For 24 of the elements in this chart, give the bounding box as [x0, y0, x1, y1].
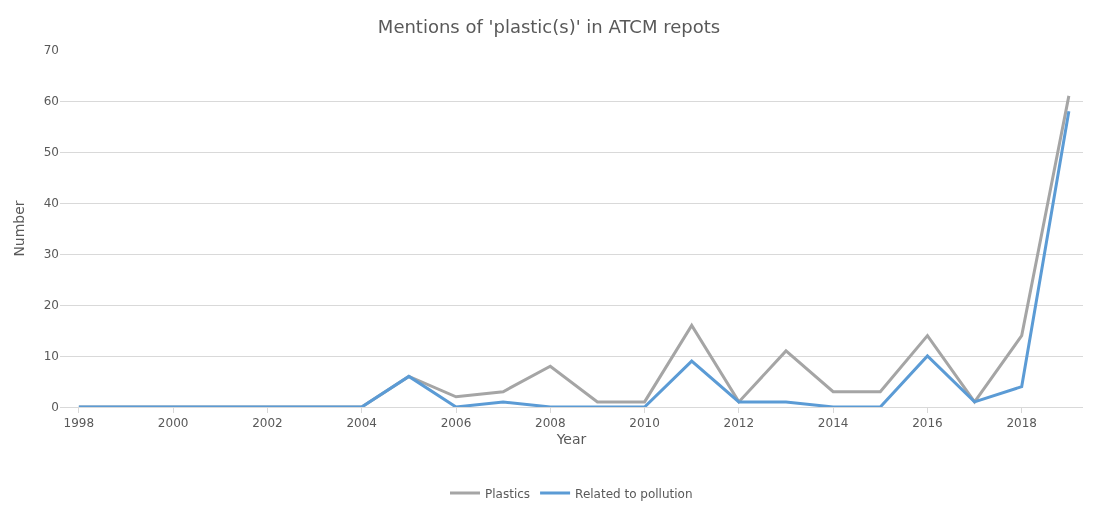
y-tick-label: 30: [43, 247, 59, 262]
x-tick-label: 2002: [252, 416, 283, 431]
legend-label: Plastics: [485, 486, 531, 501]
x-tick-label: 2010: [629, 416, 660, 431]
x-tick-label: 2006: [440, 416, 472, 431]
chart-title: Mentions of 'plastic(s)' in ATCM repots: [377, 16, 721, 38]
x-tick-label: 2018: [1006, 416, 1037, 431]
x-tick-label: 2000: [157, 416, 189, 431]
y-tick-label: 20: [43, 298, 59, 313]
x-tick-label: 2004: [346, 416, 377, 431]
x-tick-label: 2014: [817, 416, 849, 431]
y-tick-label: 60: [43, 94, 59, 109]
x-tick-label: 2016: [912, 416, 943, 431]
x-tick-label: 1998: [63, 416, 95, 431]
y-tick-label: 10: [43, 349, 59, 364]
y-tick-label: 70: [43, 43, 59, 58]
y-axis-title: Number: [11, 200, 28, 257]
legend-label: Related to pollution: [575, 486, 693, 501]
y-tick-label: 40: [43, 196, 59, 211]
y-tick-label: 50: [43, 145, 59, 160]
y-tick-label: 0: [51, 400, 59, 415]
x-axis-title: Year: [555, 430, 587, 447]
x-tick-label: 2008: [535, 416, 566, 431]
x-tick-label: 2012: [723, 416, 755, 431]
